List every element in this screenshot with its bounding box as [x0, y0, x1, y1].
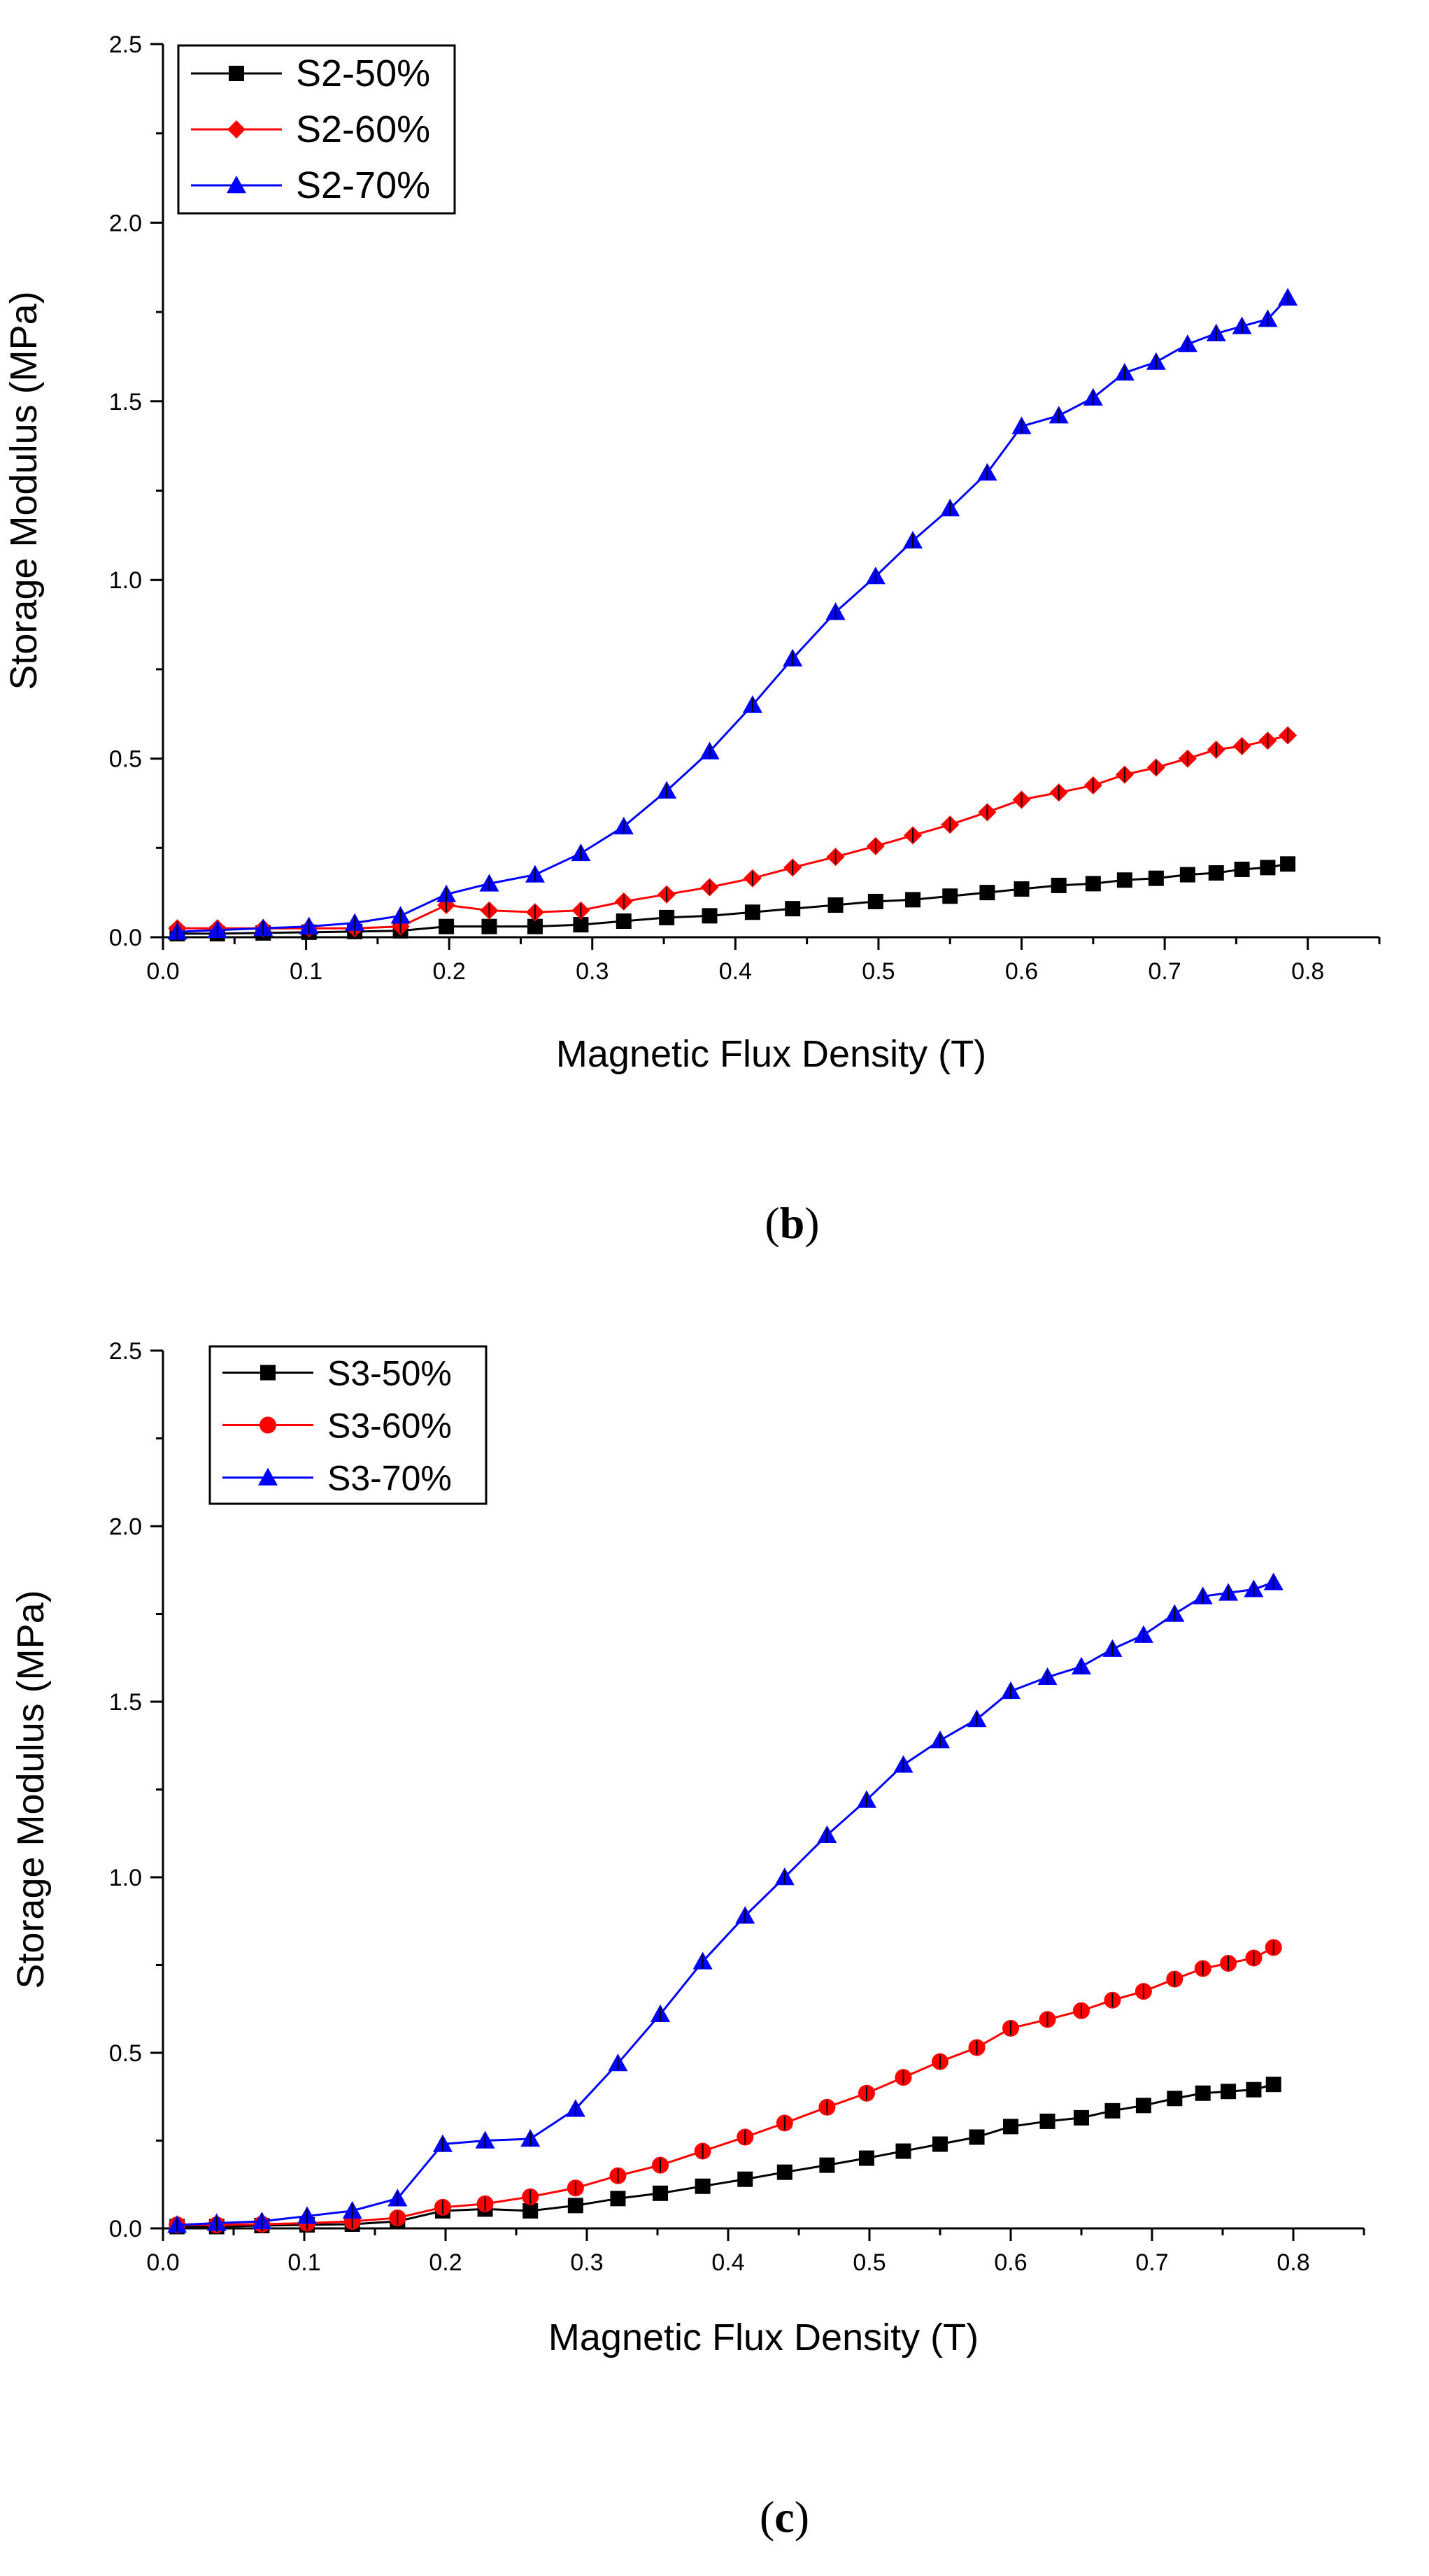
x-tick-label: 0.3 [570, 2249, 603, 2276]
panel-caption: (c) [760, 2492, 809, 2542]
legend-marker-S2-50% [229, 66, 244, 81]
x-tick-label: 0.8 [1277, 2249, 1309, 2276]
legend-label: S3-70% [327, 1459, 452, 1498]
y-tick-label: 1.5 [109, 389, 142, 415]
y-tick-label: 1.0 [109, 567, 142, 594]
x-tick-label: 0.6 [1005, 958, 1038, 985]
legend-marker-S2-70% [227, 176, 246, 194]
x-tick-label: 0.2 [429, 2249, 462, 2276]
x-tick-label: 0.5 [862, 958, 895, 985]
y-tick-label: 2.0 [109, 1514, 142, 1540]
x-tick-label: 0.7 [1135, 2249, 1168, 2276]
x-tick-label: 0.4 [719, 958, 752, 985]
legend-label: S2-50% [296, 52, 430, 94]
legend-marker-S3-60% [260, 1416, 276, 1434]
y-tick-label: 0.0 [109, 925, 142, 951]
chart-panel-b: 0.0 0.1 0.2 0.3 0.4 0.5 0.6 0.7 0.8 0.0 0.5 1.0 1.5 2… [3, 31, 1381, 1248]
x-tick-label: 0.8 [1291, 958, 1324, 985]
y-tick-label: 2.0 [109, 210, 142, 236]
series-line-S2-70% [177, 297, 1289, 933]
y-tick-label: 1.0 [109, 1865, 142, 1891]
series-line-S2-60% [177, 734, 1288, 930]
y-tick-label: 0.5 [109, 2040, 142, 2067]
legend-marker-S3-50% [260, 1365, 276, 1381]
x-tick-label: 0.1 [290, 958, 322, 985]
legend-marker-S3-70% [258, 1467, 278, 1486]
legend-label: S3-60% [327, 1407, 452, 1446]
y-axis-title: Storage Modulus (MPa) [10, 1590, 52, 1988]
legend-label: S2-60% [296, 108, 430, 150]
x-tick-label: 0.6 [994, 2249, 1027, 2276]
y-tick-label: 0.5 [109, 746, 142, 773]
x-tick-label: 0.0 [146, 958, 179, 985]
x-tick-label: 0.4 [711, 2249, 744, 2276]
x-tick-label: 0.1 [287, 2249, 320, 2276]
x-tick-label: 0.5 [853, 2249, 886, 2276]
legend-marker-S2-60% [227, 120, 246, 138]
x-tick-label: 0.0 [146, 2249, 179, 2276]
x-tick-label: 0.2 [433, 958, 466, 985]
x-axis-title: Magnetic Flux Density (T) [548, 2317, 979, 2358]
series-line-S3-70% [177, 1581, 1274, 2226]
y-tick-label: 0.0 [109, 2216, 142, 2242]
x-tick-label: 0.7 [1148, 958, 1181, 985]
y-tick-label: 2.5 [109, 1338, 142, 1365]
y-tick-label: 1.5 [109, 1689, 142, 1716]
x-axis-title: Magnetic Flux Density (T) [556, 1033, 986, 1075]
legend-label: S2-70% [296, 164, 430, 206]
legend-label: S3-50% [327, 1354, 452, 1393]
panel-caption: (b) [765, 1198, 819, 1248]
y-axis-title: Storage Modulus (MPa) [3, 291, 45, 690]
chart-panel-c: 0.0 0.1 0.2 0.3 0.4 0.5 0.6 0.7 0.8 0.0 0.5 1.0 1.5 2… [10, 1338, 1365, 2542]
x-tick-label: 0.3 [576, 958, 609, 985]
y-tick-label: 2.5 [109, 31, 142, 58]
